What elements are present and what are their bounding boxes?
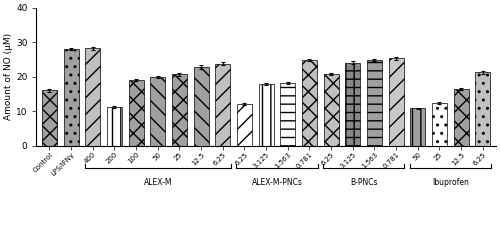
Bar	[85, 48, 100, 146]
Bar	[150, 77, 166, 146]
Bar	[432, 102, 447, 146]
Bar	[324, 74, 338, 146]
Bar	[410, 108, 426, 146]
Bar	[237, 104, 252, 146]
Text: ALEX-M: ALEX-M	[144, 179, 172, 188]
Text: B-PNCs: B-PNCs	[350, 179, 378, 188]
Bar	[194, 67, 208, 146]
Bar	[475, 72, 490, 146]
Bar	[258, 84, 274, 146]
Text: Ibuprofen: Ibuprofen	[432, 179, 469, 188]
Bar	[302, 60, 317, 146]
Bar	[42, 90, 57, 146]
Bar	[172, 74, 187, 146]
Bar	[64, 49, 78, 146]
Y-axis label: Amount of NO (μM): Amount of NO (μM)	[4, 33, 13, 120]
Bar	[107, 107, 122, 146]
Bar	[280, 83, 295, 146]
Bar	[454, 89, 468, 146]
Bar	[215, 64, 230, 146]
Bar	[367, 60, 382, 146]
Bar	[345, 63, 360, 146]
Bar	[388, 58, 404, 146]
Text: ALEX-M-PNCs: ALEX-M-PNCs	[252, 179, 302, 188]
Bar	[128, 80, 144, 146]
